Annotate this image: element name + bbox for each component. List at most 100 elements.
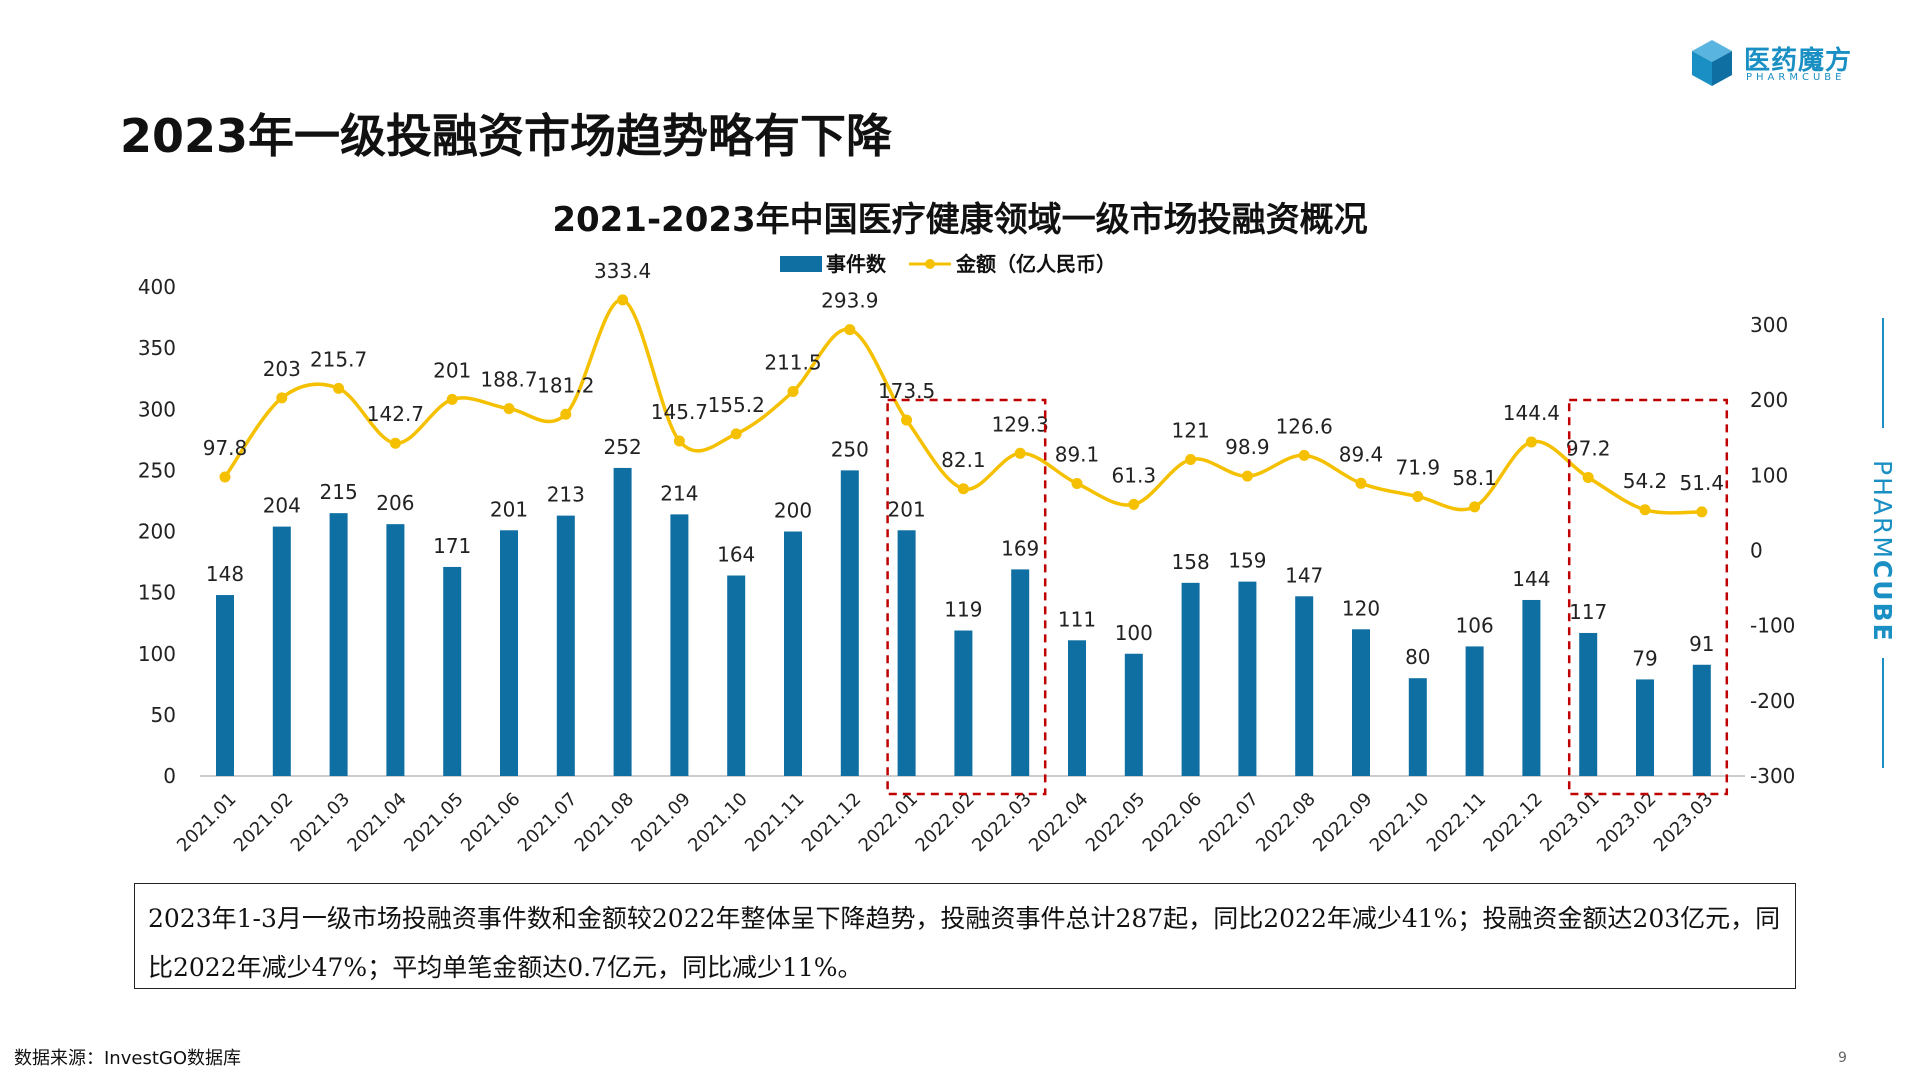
category-tick-label: 2022.06 bbox=[1139, 789, 1206, 856]
amount-point bbox=[1298, 449, 1310, 461]
brand-subtitle: PHARMCUBE bbox=[1746, 72, 1846, 83]
amount-point bbox=[1185, 454, 1197, 466]
amount-line bbox=[223, 298, 1702, 515]
amount-point bbox=[673, 435, 685, 447]
left-axis-tick-label: 400 bbox=[138, 275, 176, 299]
bar-value-label: 79 bbox=[1632, 646, 1657, 670]
line-value-label: 126.6 bbox=[1276, 414, 1333, 438]
line-value-label: 89.4 bbox=[1339, 442, 1384, 466]
left-axis-tick-label: 50 bbox=[151, 703, 176, 727]
category-tick-label: 2023.02 bbox=[1593, 789, 1660, 856]
event-count-bar bbox=[1522, 599, 1541, 776]
amount-point bbox=[1355, 477, 1367, 489]
category-tick-label: 2022.07 bbox=[1195, 789, 1262, 856]
amount-point bbox=[276, 392, 288, 404]
event-count-bar bbox=[1238, 581, 1257, 776]
line-value-label: 142.7 bbox=[367, 402, 424, 426]
event-count-bar bbox=[329, 513, 348, 776]
event-count-bar bbox=[1011, 569, 1030, 776]
right-axis-tick-label: 300 bbox=[1750, 313, 1788, 337]
line-value-label: 54.2 bbox=[1623, 469, 1668, 493]
event-count-bar bbox=[1124, 653, 1143, 776]
bar-value-label: 164 bbox=[717, 543, 755, 567]
event-count-bar bbox=[1068, 640, 1086, 776]
category-tick-label: 2022.04 bbox=[1025, 789, 1092, 856]
legend-label-amount: 金额（亿人民币） bbox=[956, 252, 1116, 276]
amount-point bbox=[560, 408, 572, 420]
amount-point bbox=[333, 382, 345, 394]
combo-chart: 0 50 100 150 200 250 300 350 400 -300 -200 -100 0 100… bbox=[138, 259, 1796, 856]
line-value-label: 82.1 bbox=[941, 448, 986, 472]
left-axis-tick-label: 200 bbox=[138, 520, 176, 544]
line-value-label: 188.7 bbox=[480, 368, 537, 392]
chart-title: 2021-2023年中国医疗健康领域一级市场投融资概况 bbox=[552, 200, 1368, 240]
amount-point bbox=[730, 428, 742, 440]
side-brand-bold: CUBE bbox=[1868, 559, 1897, 643]
bar-value-label: 144 bbox=[1512, 567, 1550, 591]
brand-name: 医药魔方 bbox=[1744, 46, 1853, 76]
left-axis-tick-label: 100 bbox=[138, 642, 176, 666]
bar-value-label: 201 bbox=[490, 497, 528, 521]
amount-point bbox=[957, 483, 969, 495]
page-number: 9 bbox=[1838, 1050, 1847, 1066]
event-count-bar bbox=[216, 595, 234, 776]
amount-point bbox=[1525, 436, 1537, 448]
line-value-label: 155.2 bbox=[708, 393, 765, 417]
event-count-bar bbox=[1295, 596, 1314, 776]
category-tick-label: 2021.01 bbox=[173, 789, 240, 856]
line-value-label: 145.7 bbox=[651, 400, 708, 424]
category-tick-label: 2021.09 bbox=[627, 789, 694, 856]
line-value-label: 203 bbox=[263, 357, 301, 381]
category-tick-label: 2022.03 bbox=[968, 789, 1035, 856]
category-tick-label: 2022.12 bbox=[1479, 789, 1546, 856]
category-tick-label: 2022.10 bbox=[1366, 789, 1433, 856]
bar-value-label: 158 bbox=[1172, 550, 1210, 574]
bar-value-label: 106 bbox=[1456, 613, 1494, 637]
category-tick-label: 2021.10 bbox=[684, 789, 751, 856]
bar-value-label: 80 bbox=[1405, 645, 1430, 669]
line-value-label: 293.9 bbox=[821, 289, 878, 313]
event-count-bar bbox=[1636, 679, 1654, 776]
bar-value-label: 215 bbox=[320, 480, 358, 504]
left-axis-tick-label: 300 bbox=[138, 397, 176, 421]
bar-value-label: 111 bbox=[1058, 607, 1096, 631]
bar-value-label: 213 bbox=[547, 483, 585, 507]
event-count-bar bbox=[272, 526, 291, 776]
category-tick-label: 2022.05 bbox=[1082, 789, 1149, 856]
left-axis-tick-label: 250 bbox=[138, 458, 176, 482]
line-value-label: 215.7 bbox=[310, 347, 367, 371]
amount-point bbox=[901, 414, 913, 426]
amount-point bbox=[1639, 504, 1651, 516]
right-axis-tick-label: 100 bbox=[1750, 463, 1788, 487]
bar-value-label: 148 bbox=[206, 562, 244, 586]
bar-value-label: 147 bbox=[1285, 563, 1323, 587]
page-title: 2023年一级投融资市场趋势略有下降 bbox=[120, 109, 893, 163]
left-axis-tick-label: 350 bbox=[138, 336, 176, 360]
right-axis-tick-label: 200 bbox=[1750, 388, 1788, 412]
event-count-bar bbox=[840, 470, 859, 776]
line-value-label: 211.5 bbox=[764, 351, 821, 375]
category-tick-label: 2021.11 bbox=[741, 789, 808, 856]
category-tick-label: 2022.01 bbox=[855, 789, 922, 856]
right-axis-tick-label: -100 bbox=[1750, 614, 1795, 638]
event-count-bar bbox=[897, 530, 916, 776]
line-value-label: 89.1 bbox=[1055, 443, 1100, 467]
legend-label-events: 事件数 bbox=[826, 252, 886, 276]
amount-point bbox=[1696, 506, 1708, 518]
event-count-bar bbox=[1579, 632, 1598, 776]
amount-point bbox=[1469, 501, 1481, 513]
line-value-label: 97.2 bbox=[1566, 436, 1611, 460]
event-count-bar bbox=[1692, 664, 1711, 776]
category-tick-label: 2021.08 bbox=[571, 789, 638, 856]
amount-point bbox=[1582, 471, 1594, 483]
amount-point bbox=[1412, 490, 1424, 502]
amount-point bbox=[1071, 478, 1083, 490]
bar-value-label: 250 bbox=[831, 437, 869, 461]
event-count-bar bbox=[613, 467, 632, 776]
category-tick-label: 2023.03 bbox=[1650, 789, 1717, 856]
category-tick-label: 2022.11 bbox=[1423, 789, 1490, 856]
line-value-label: 51.4 bbox=[1680, 471, 1725, 495]
category-tick-label: 2021.03 bbox=[287, 789, 354, 856]
amount-point bbox=[1014, 447, 1026, 459]
line-value-label: 144.4 bbox=[1503, 401, 1560, 425]
